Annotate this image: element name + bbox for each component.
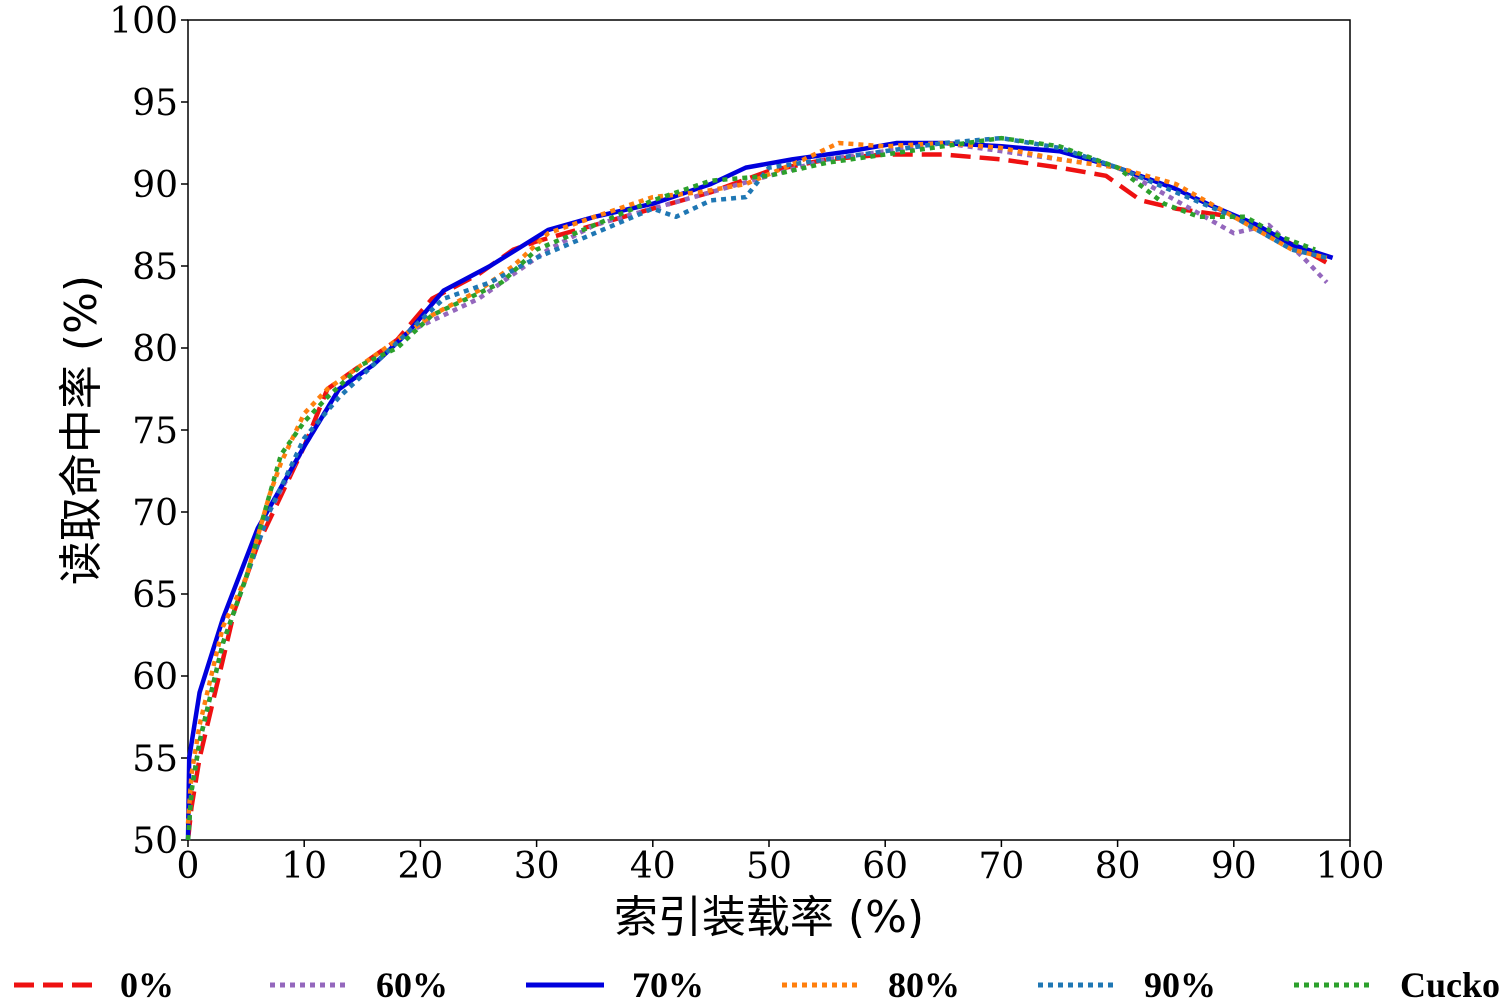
- series-line-3: [185, 140, 1328, 824]
- y-tick-label: 95: [132, 83, 178, 124]
- x-tick-label: 100: [1316, 846, 1385, 887]
- y-tick-label: 75: [132, 411, 178, 452]
- plot-frame: [187, 19, 1351, 841]
- x-tick-label: 70: [978, 846, 1024, 887]
- x-tick-label: 30: [514, 846, 560, 887]
- y-tick-label: 70: [132, 493, 178, 534]
- legend-label-2: 70%: [632, 965, 704, 1000]
- series-line-5: [185, 135, 1316, 841]
- y-tick-label: 80: [132, 329, 178, 370]
- y-tick-label: 100: [109, 1, 178, 42]
- series-lines: [185, 135, 1334, 841]
- x-axis-label: 索引装载率 (%): [614, 892, 924, 943]
- legend-label-1: 60%: [376, 965, 448, 1000]
- series-line-1: [185, 140, 1329, 841]
- y-tick-label: 55: [132, 739, 178, 780]
- x-tick-label: 40: [630, 846, 676, 887]
- legend: 0% 60% 70% 80% 90% Cuckoo: [14, 965, 1500, 1000]
- y-tick-label: 65: [132, 575, 178, 616]
- legend-label-5: Cuckoo: [1400, 965, 1500, 1000]
- x-tick-label: 20: [397, 846, 443, 887]
- legend-label-0: 0%: [120, 965, 174, 1000]
- y-tick-label: 90: [132, 165, 178, 206]
- x-tick-label: 80: [1095, 846, 1141, 887]
- x-tick-label: 50: [746, 846, 792, 887]
- y-tick-label: 50: [132, 821, 178, 862]
- axis-ticks: 0 10 20 30 40 50 60 70 80 90 100 50 55 60 65 70 75 80 85 90…: [109, 1, 1384, 887]
- series-line-4: [185, 135, 1328, 841]
- x-tick-label: 60: [862, 846, 908, 887]
- x-tick-label: 90: [1211, 846, 1257, 887]
- legend-label-4: 90%: [1144, 965, 1216, 1000]
- y-tick-label: 60: [132, 657, 178, 698]
- y-axis-label: 读取命中率 (%): [56, 275, 107, 585]
- legend-label-3: 80%: [888, 965, 960, 1000]
- y-tick-label: 85: [132, 247, 178, 288]
- x-tick-label: 10: [281, 846, 327, 887]
- x-tick-label: 0: [177, 846, 200, 887]
- series-line-0: [185, 152, 1334, 841]
- series-line-2: [185, 140, 1334, 841]
